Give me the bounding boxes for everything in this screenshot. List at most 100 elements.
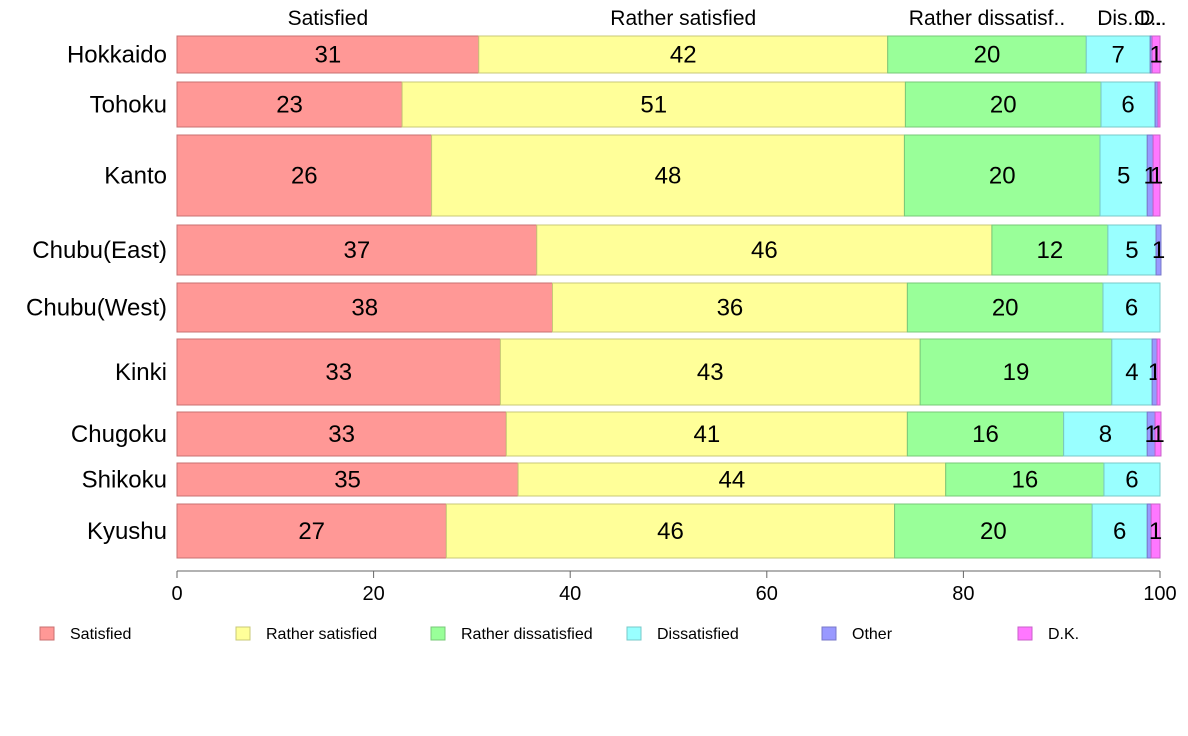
data-label: 8 (1099, 421, 1112, 448)
data-label: 33 (328, 421, 355, 448)
data-label: 36 (717, 295, 744, 322)
bar-segment (445, 503, 896, 559)
y-axis-labels: Hokkaido Tohoku Kanto Chubu(East) Chubu(West… (26, 42, 167, 546)
legend-label: Rather satisfied (266, 626, 377, 643)
bar-segment (945, 462, 1105, 497)
bar-segment (1107, 224, 1157, 276)
y-tick-label: Chugoku (71, 421, 167, 448)
data-label: 12 (1037, 237, 1064, 264)
data-label: 46 (751, 237, 778, 264)
legend-swatch (626, 626, 642, 641)
data-label: 23 (276, 92, 303, 119)
data-label: 20 (980, 518, 1007, 545)
bar-segment (1154, 411, 1162, 457)
legend-label: Rather dissatisfied (461, 626, 593, 643)
bar-row-Kyushu: 27 46 20 6 1 (176, 503, 1162, 559)
bar-row-Tohoku: 23 51 20 6 (176, 81, 1161, 128)
bar-segment (1103, 462, 1161, 497)
data-label: 6 (1125, 295, 1138, 322)
bar-segment (176, 282, 554, 333)
bar-segment (919, 338, 1113, 406)
top-series-label: Satisfied (288, 7, 369, 30)
bar-segment (176, 81, 403, 128)
bar-segment (1099, 134, 1148, 217)
data-label: 1 (1149, 42, 1162, 69)
bar-segment (894, 503, 1093, 559)
data-label: 41 (693, 421, 720, 448)
data-label: 1 (1149, 518, 1162, 545)
y-tick-label: Kanto (104, 163, 167, 190)
y-tick-label: Chubu(West) (26, 295, 167, 322)
top-series-label: Dis.. (1097, 7, 1139, 30)
data-label: 16 (1011, 467, 1038, 494)
x-tick-label: 60 (756, 583, 778, 605)
top-series-label: Rather dissatisf.. (909, 7, 1065, 30)
legend-swatch (821, 626, 837, 641)
y-tick-label: Chubu(East) (32, 237, 167, 264)
bar-segment (1111, 338, 1153, 406)
bar-segment (1102, 282, 1161, 333)
data-label: 37 (344, 237, 371, 264)
data-label: 43 (697, 359, 724, 386)
bar-segment (1063, 411, 1148, 457)
legend-item: Satisfied (39, 626, 131, 643)
bar-segment (478, 35, 889, 74)
data-label: 6 (1113, 518, 1126, 545)
legend-label: Satisfied (70, 626, 131, 643)
x-tick-label: 100 (1143, 583, 1176, 605)
legend-item: Other (821, 626, 893, 643)
data-label: 4 (1125, 359, 1138, 386)
data-label: 51 (640, 92, 667, 119)
legend-swatch (1017, 626, 1033, 641)
bar-row-Shikoku: 35 44 16 6 (176, 462, 1161, 497)
data-label: 5 (1117, 163, 1130, 190)
bar-segment (517, 462, 947, 497)
bar-segment (505, 411, 908, 457)
data-label: 33 (325, 359, 352, 386)
x-tick-label: 40 (559, 583, 581, 605)
y-tick-label: Shikoku (82, 467, 167, 494)
bar-segment (903, 134, 1101, 217)
bar-segment (176, 338, 501, 406)
bar-row-Hokkaido: 31 42 20 7 1 (176, 35, 1163, 74)
bar-segment (552, 282, 908, 333)
legend: Satisfied Rather satisfied Rather dissatis… (39, 626, 1079, 643)
legend-swatch (39, 626, 55, 641)
bar-segment (1157, 81, 1161, 128)
data-label: 42 (670, 42, 697, 69)
bar-segment (1150, 503, 1161, 559)
data-label: 1 (1151, 421, 1164, 448)
x-tick-label: 0 (171, 583, 182, 605)
legend-item: Rather dissatisfied (430, 626, 593, 643)
legend-swatch (235, 626, 251, 641)
bar-segment (176, 224, 538, 276)
bar-segment (1156, 338, 1161, 406)
data-label: 20 (974, 42, 1001, 69)
data-label: 6 (1125, 467, 1138, 494)
x-tick-label: 20 (362, 583, 384, 605)
bar-segment (904, 81, 1102, 128)
bar-segment (176, 503, 447, 559)
bar-segment (1152, 134, 1161, 217)
data-label: 16 (972, 421, 999, 448)
y-tick-label: Tohoku (90, 92, 167, 119)
data-label: 1 (1150, 163, 1163, 190)
data-label: 48 (655, 163, 682, 190)
bar-segment (1155, 224, 1162, 276)
data-label: 1 (1152, 237, 1165, 264)
data-label: 20 (990, 92, 1017, 119)
bar-row-Kanto: 26 48 20 5 11 (176, 134, 1163, 217)
data-label: 38 (351, 295, 378, 322)
data-label: 5 (1125, 237, 1138, 264)
legend-item: Dissatisfied (626, 626, 739, 643)
bar-segment (991, 224, 1109, 276)
bar-row-Kinki: 33 43 19 4 1 (176, 338, 1161, 406)
bar-segment (401, 81, 906, 128)
bar-segment (906, 411, 1065, 457)
y-tick-label: Hokkaido (67, 42, 167, 69)
y-tick-label: Kinki (115, 359, 167, 386)
bar-segment (1091, 503, 1148, 559)
legend-item: Rather satisfied (235, 626, 377, 643)
